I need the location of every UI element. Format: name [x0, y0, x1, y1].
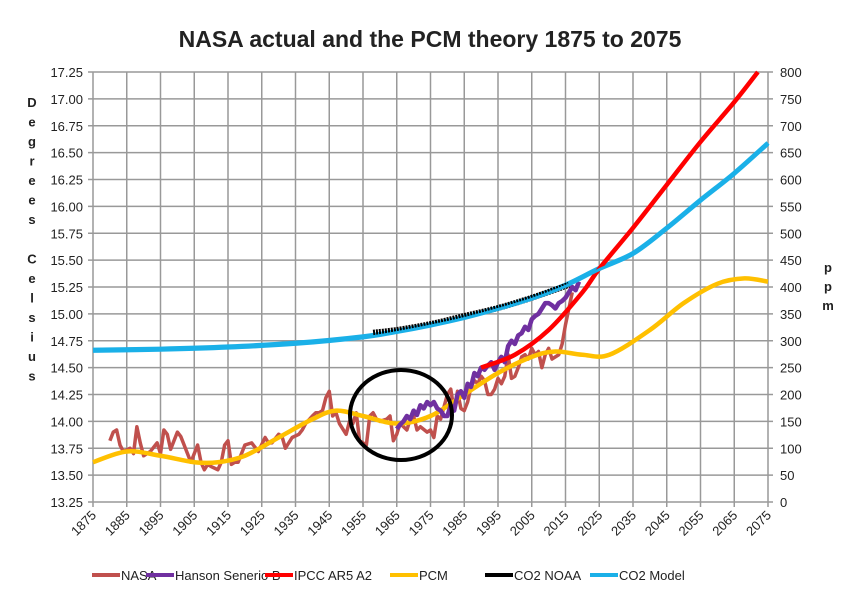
right-tick-label: 600: [780, 173, 802, 188]
right-tick-label: 350: [780, 307, 802, 322]
chart-title: NASA actual and the PCM theory 1875 to 2…: [179, 26, 682, 52]
left-tick-label: 13.50: [50, 468, 83, 483]
series-line-pcm: [92, 276, 769, 466]
right-tick-label: 750: [780, 92, 802, 107]
highlight-circle-annotation: [348, 368, 454, 462]
left-axis-label-letter: s: [28, 212, 35, 227]
x-tick-label: 1905: [169, 508, 200, 539]
right-axis-ticks: 8007507006506005505004504003503002502001…: [780, 65, 802, 510]
legend: NASA Hanson Senerio B IPCC AR5 A2 PCM CO2 NO…: [92, 568, 685, 583]
right-tick-label: 200: [780, 388, 802, 403]
x-axis-ticks: 1875 1885 1895 1905 1915 1925 1935 1945 1955 1965…: [68, 508, 774, 539]
right-tick-label: 650: [780, 146, 802, 161]
x-tick-label: 1915: [203, 508, 234, 539]
x-tick-label: 2025: [574, 508, 605, 539]
right-tick-label: 800: [780, 65, 802, 80]
right-tick-label: 250: [780, 361, 802, 376]
left-tick-label: 15.00: [50, 307, 83, 322]
right-tick-label: 100: [780, 441, 802, 456]
left-tick-label: 15.25: [50, 280, 83, 295]
grid: [88, 71, 773, 507]
left-tick-label: 16.00: [50, 199, 83, 214]
x-tick-label: 1975: [406, 508, 437, 539]
left-tick-label: 13.25: [50, 495, 83, 510]
legend-label: CO2 NOAA: [514, 568, 582, 583]
left-tick-label: 14.00: [50, 414, 83, 429]
series-line-nasa: [108, 292, 574, 472]
left-axis-label-letter: u: [28, 349, 36, 364]
left-tick-label: 16.25: [50, 173, 83, 188]
legend-label: IPCC AR5 A2: [294, 568, 372, 583]
left-tick-label: 17.25: [50, 65, 83, 80]
x-tick-label: 1925: [237, 508, 268, 539]
right-tick-label: 550: [780, 199, 802, 214]
right-tick-label: 150: [780, 414, 802, 429]
x-tick-label: 1895: [136, 508, 167, 539]
left-axis-label-letter: D: [27, 95, 36, 110]
x-tick-label: 1985: [439, 508, 470, 539]
right-tick-label: 700: [780, 119, 802, 134]
right-axis-label-letter: m: [822, 298, 834, 313]
right-axis-label: ppm: [822, 260, 834, 313]
x-tick-label: 2075: [743, 508, 774, 539]
left-tick-label: 16.75: [50, 119, 83, 134]
left-tick-label: 16.50: [50, 146, 83, 161]
right-tick-label: 0: [780, 495, 787, 510]
left-axis-label-letter: g: [28, 134, 36, 149]
left-tick-label: 17.00: [50, 92, 83, 107]
legend-label: NASA: [121, 568, 157, 583]
left-axis-label-letter: e: [28, 271, 35, 286]
x-tick-label: 2015: [541, 508, 572, 539]
series-lines: [92, 70, 770, 472]
x-tick-label: 1945: [304, 508, 335, 539]
legend-label: Hanson Senerio B: [175, 568, 281, 583]
right-axis-label-letter: p: [824, 279, 832, 294]
left-axis-label-letter: l: [30, 291, 34, 306]
left-axis-label-letter: s: [28, 310, 35, 325]
x-tick-label: 1965: [372, 508, 403, 539]
x-tick-label: 1955: [338, 508, 369, 539]
x-tick-label: 1875: [68, 508, 99, 539]
left-axis-label-letter: C: [27, 252, 37, 267]
x-tick-label: 2045: [642, 508, 673, 539]
left-tick-label: 13.75: [50, 441, 83, 456]
left-tick-label: 14.50: [50, 361, 83, 376]
left-tick-label: 15.50: [50, 253, 83, 268]
left-axis-label-letter: i: [30, 330, 34, 345]
left-axis-label-letter: e: [28, 115, 35, 130]
right-tick-label: 500: [780, 226, 802, 241]
x-tick-label: 1885: [102, 508, 133, 539]
left-axis-label-letter: e: [28, 173, 35, 188]
legend-label: PCM: [419, 568, 448, 583]
legend-label: CO2 Model: [619, 568, 685, 583]
left-tick-label: 14.75: [50, 334, 83, 349]
x-tick-label: 2005: [507, 508, 538, 539]
left-axis-ticks: 17.25 17.00 16.75 16.50 16.25 16.00 15.75 15.50…: [50, 65, 83, 510]
left-axis-label-letter: s: [28, 369, 35, 384]
right-tick-label: 50: [780, 468, 794, 483]
left-axis-label-letter: r: [29, 154, 34, 169]
x-tick-label: 2055: [676, 508, 707, 539]
x-tick-label: 1935: [271, 508, 302, 539]
right-tick-label: 450: [780, 253, 802, 268]
x-tick-label: 1995: [473, 508, 504, 539]
right-axis-label-letter: p: [824, 260, 832, 275]
right-tick-label: 300: [780, 334, 802, 349]
x-tick-label: 2035: [608, 508, 639, 539]
series-line-co2-model-overlay: [92, 143, 769, 353]
series-line-ipcc-ar5-a2: [480, 70, 760, 370]
x-tick-label: 2065: [709, 508, 740, 539]
left-axis-label-letter: e: [28, 193, 35, 208]
right-tick-label: 400: [780, 280, 802, 295]
left-tick-label: 15.75: [50, 226, 83, 241]
left-tick-label: 14.25: [50, 388, 83, 403]
